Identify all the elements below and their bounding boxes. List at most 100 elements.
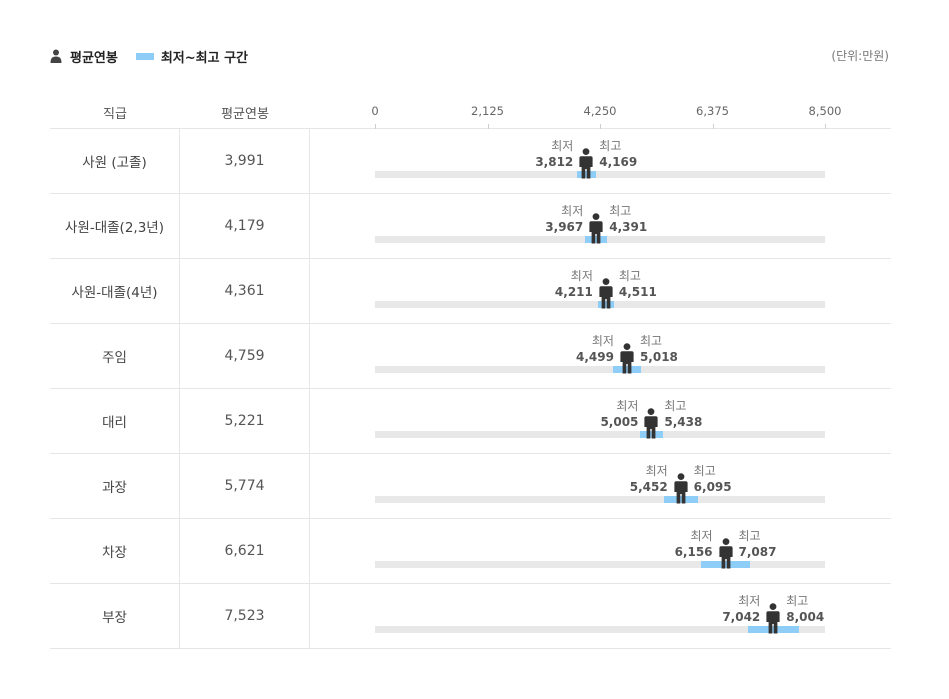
chart-legend: 평균연봉 최저~최고 구간 [50,46,266,66]
salary-range-bar [639,431,663,438]
avg-salary-marker-person-icon [579,148,593,179]
avg-salary-marker-person-icon [599,278,613,309]
min-value: 7,042 [722,610,761,624]
x-tick-mark [487,124,489,129]
min-label: 최저 3,812 [535,138,573,170]
table-row: 사원 (고졸) 3,991 최저 3,812 최고 4,169 [50,129,891,194]
position-cell: 사원-대졸(2,3년) [50,194,180,258]
legend-item-range: 최저~최고 구간 [135,47,248,66]
position-cell: 과장 [50,454,180,518]
max-value: 4,391 [609,220,648,234]
avg-salary-marker-person-icon [644,408,658,439]
max-value: 5,438 [664,415,703,429]
avg-salary-marker-person-icon [766,603,780,634]
position-cell: 사원-대졸(4년) [50,259,180,323]
salary-range-bar [747,626,799,633]
range-plot: 최저 3,812 최고 4,169 [375,129,825,193]
max-label: 최고 4,511 [619,268,657,300]
axis-track [375,431,825,438]
salary-range-bar [663,496,698,503]
avg-salary-cell: 4,179 [180,194,310,258]
max-value: 7,087 [738,545,777,559]
min-title: 최저 [551,139,574,153]
max-value: 4,169 [599,155,638,169]
x-tick-label: 0 [371,104,379,118]
min-label: 최저 5,005 [600,398,638,430]
range-plot: 최저 3,967 최고 4,391 [375,194,825,258]
position-cell: 부장 [50,584,180,648]
max-label: 최고 4,169 [599,138,637,170]
range-plot: 최저 4,499 최고 5,018 [375,324,825,388]
x-tick-mark [600,124,601,129]
table-row: 사원-대졸(4년) 4,361 최저 4,211 최고 4,511 [50,259,891,324]
table-row: 대리 5,221 최저 5,005 최고 5,438 [50,389,891,454]
max-value: 5,018 [639,350,678,364]
min-label: 최저 5,452 [630,463,668,495]
position-cell: 주임 [50,324,180,388]
max-title: 최고 [693,464,716,478]
axis-track [375,626,825,633]
x-tick-mark [375,124,376,129]
min-title: 최저 [645,464,668,478]
min-label: 최저 4,499 [576,333,614,365]
avg-salary-cell: 5,774 [180,454,310,518]
min-label: 최저 4,211 [555,268,593,300]
range-plot: 최저 4,211 최고 4,511 [375,259,825,323]
max-value: 6,095 [693,480,732,494]
x-tick-label: 6,375 [696,104,729,118]
max-title: 최고 [618,269,641,283]
max-label: 최고 5,018 [640,333,678,365]
x-tick-mark [825,124,826,129]
min-value: 3,967 [545,220,584,234]
max-title: 최고 [738,529,761,543]
axis-track [375,561,825,568]
avg-salary-cell: 3,991 [180,129,310,193]
axis-track [375,366,825,373]
min-title: 최저 [591,334,614,348]
min-title: 최저 [570,269,593,283]
salary-range-bar [597,301,614,308]
salary-range-bar [576,171,596,178]
table-row: 사원-대졸(2,3년) 4,179 최저 3,967 최고 4,391 [50,194,891,259]
x-tick-label: 2,125 [471,104,504,118]
min-label: 최저 6,156 [675,528,713,560]
range-swatch [135,52,154,60]
max-title: 최고 [609,204,632,218]
min-title: 최저 [561,204,584,218]
table-header: 직급 평균연봉 0 2,125 4,250 6,375 8,500 [50,96,891,129]
min-label: 최저 7,042 [722,593,760,625]
avg-salary-cell: 6,621 [180,519,310,583]
avg-salary-marker-person-icon [718,538,733,569]
range-plot: 최저 5,452 최고 6,095 [375,454,825,518]
range-plot: 최저 7,042 최고 8,004 [375,584,825,648]
table-row: 차장 6,621 최저 6,156 최고 7,087 [50,519,891,584]
position-cell: 대리 [50,389,180,453]
min-title: 최저 [690,529,713,543]
max-value: 8,004 [786,610,825,624]
table-row: 부장 7,523 최저 7,042 최고 8,004 [50,584,891,649]
max-title: 최고 [639,334,663,348]
max-value: 4,511 [618,285,657,299]
x-tick-mark [712,124,714,129]
avg-salary-cell: 4,361 [180,259,310,323]
min-value: 5,452 [629,480,668,494]
position-cell: 차장 [50,519,180,583]
min-value: 5,005 [600,415,639,429]
salary-range-bar [700,561,751,568]
table-body: 사원 (고졸) 3,991 최저 3,812 최고 4,169 사원-대졸(2,3년) 4,1… [50,129,891,649]
header-avg-salary: 평균연봉 [221,107,269,122]
max-label: 최고 5,438 [664,398,702,430]
avg-salary-marker-person-icon [589,213,603,244]
max-label: 최고 7,087 [739,528,777,560]
avg-salary-cell: 7,523 [180,584,310,648]
table-row: 과장 5,774 최저 5,452 최고 6,095 [50,454,891,519]
person-icon [50,49,62,63]
min-title: 최저 [738,594,761,608]
min-value: 6,156 [674,545,713,559]
max-label: 최고 6,095 [694,463,732,495]
max-label: 최고 4,391 [609,203,647,235]
position-cell: 사원 (고졸) [50,129,180,193]
min-label: 최저 3,967 [545,203,583,235]
salary-range-bar [585,236,608,243]
min-title: 최저 [616,399,639,413]
